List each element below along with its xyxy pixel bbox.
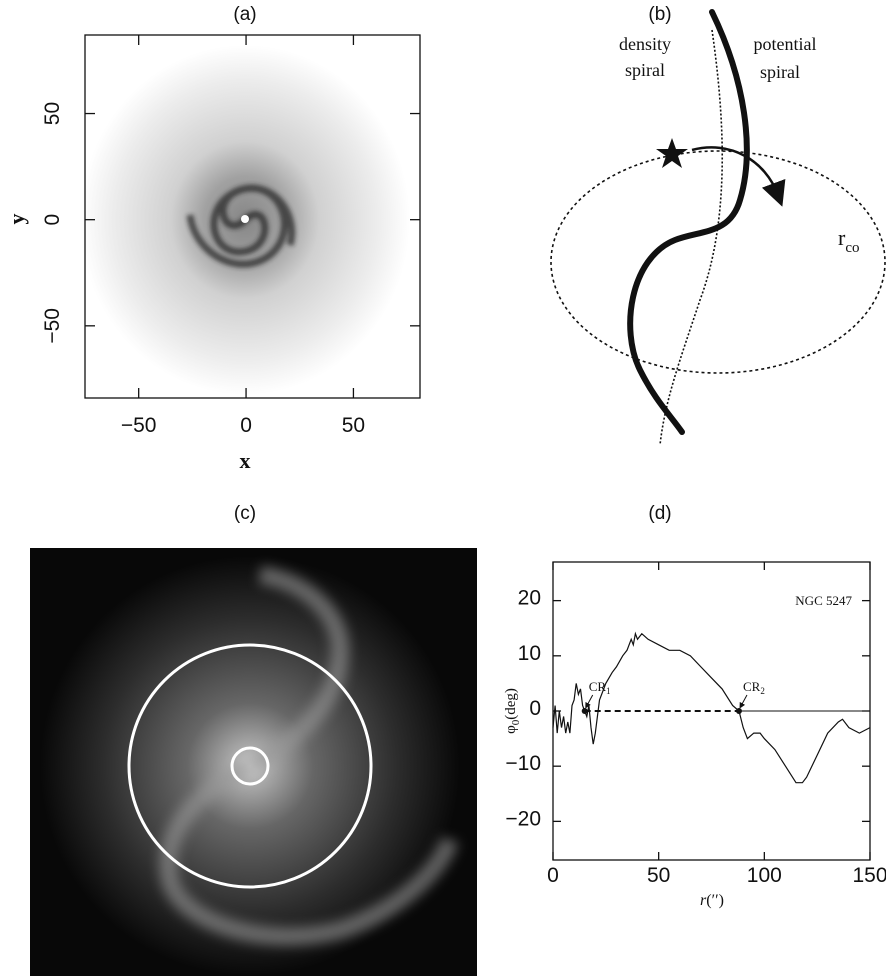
x-axis-label: x bbox=[240, 448, 251, 473]
y-tick-label: 20 bbox=[518, 587, 541, 610]
x-tick-label: 50 bbox=[342, 414, 365, 437]
label-sub: co bbox=[845, 240, 859, 256]
y-axis-label: y bbox=[4, 214, 29, 225]
label-sub: 1 bbox=[606, 686, 611, 696]
annotation: NGC 5247 bbox=[795, 593, 852, 608]
y-tick-label: 10 bbox=[518, 642, 541, 665]
label: density bbox=[619, 34, 671, 54]
y-tick-label: −20 bbox=[505, 807, 541, 830]
label-main: CR bbox=[743, 679, 761, 694]
y-axis-label: φ0(deg) bbox=[503, 688, 522, 734]
label-main: CR bbox=[589, 679, 607, 694]
label-rest: (′′) bbox=[706, 892, 724, 909]
crossing-label: CR1 bbox=[589, 679, 611, 696]
radius-label: rco bbox=[838, 225, 860, 256]
label: spiral bbox=[760, 62, 800, 82]
y-tick-label: 0 bbox=[529, 697, 541, 720]
label-main: φ bbox=[503, 725, 519, 734]
crossing-arrow bbox=[585, 694, 594, 709]
plot-frame bbox=[84, 34, 421, 399]
spiral-diagram bbox=[550, 9, 886, 446]
galaxy-image bbox=[30, 548, 477, 976]
x-tick-label: −50 bbox=[121, 414, 157, 437]
crossing-point bbox=[581, 708, 588, 714]
x-tick-label: 150 bbox=[852, 864, 886, 887]
particle-cloud bbox=[80, 45, 410, 395]
x-tick-label: 0 bbox=[547, 864, 559, 887]
data-line bbox=[552, 631, 871, 784]
label-main: r bbox=[838, 225, 846, 250]
x-tick-label: 50 bbox=[647, 864, 670, 887]
x-tick-label: 100 bbox=[747, 864, 782, 887]
label-main: r bbox=[700, 892, 707, 909]
y-tick-label: 0 bbox=[41, 214, 64, 226]
panel-title: (a) bbox=[233, 4, 256, 25]
label-sub: 0 bbox=[510, 719, 522, 725]
panel-title: (d) bbox=[648, 503, 671, 524]
y-tick-label: −10 bbox=[505, 752, 541, 775]
x-axis-label: r(′′) bbox=[700, 892, 724, 909]
y-tick-label: −50 bbox=[41, 308, 64, 344]
label: spiral bbox=[625, 60, 665, 80]
y-tick-label: 50 bbox=[41, 102, 64, 125]
x-tick-label: 0 bbox=[240, 414, 252, 437]
label-sub: 2 bbox=[760, 686, 765, 696]
panel-title: (c) bbox=[234, 503, 256, 524]
label-rest: (deg) bbox=[503, 688, 519, 720]
crossing-label: CR2 bbox=[743, 679, 765, 696]
panel-title: (b) bbox=[648, 4, 671, 25]
crossing-arrow bbox=[739, 694, 748, 709]
crossing-point bbox=[735, 708, 742, 714]
label: potential bbox=[754, 34, 817, 54]
